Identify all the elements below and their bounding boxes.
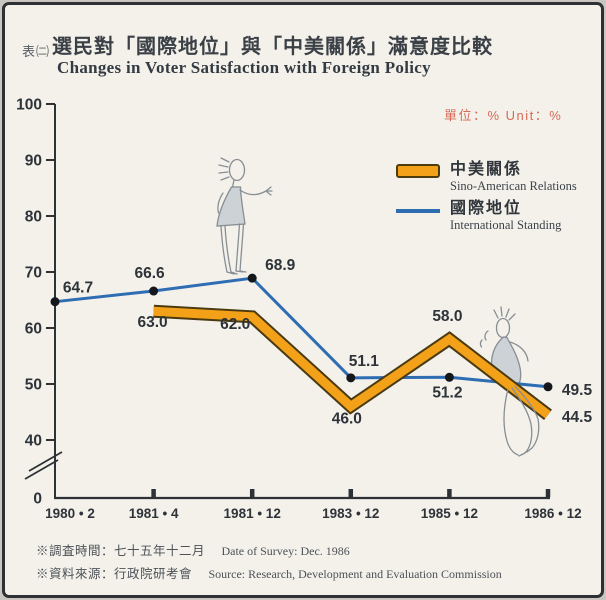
- data-point-dot: [149, 286, 159, 296]
- value-label: 46.0: [332, 410, 362, 427]
- footnote-source: ※資料來源：行政院研考會 Source: Research, Developme…: [36, 563, 502, 583]
- legend-label-en: International Standing: [450, 218, 562, 232]
- value-label: 62.0: [220, 316, 250, 333]
- x-tick-label: 1981 • 12: [224, 506, 281, 521]
- page-subtitle: Changes in Voter Satisfaction with Forei…: [57, 58, 431, 77]
- value-label: 51.1: [349, 353, 380, 370]
- footnotes: ※調査時間：七十五年十二月 Date of Survey: Dec. 1986 …: [36, 540, 502, 586]
- data-point-dot: [346, 373, 356, 383]
- page-title: 選民對「國際地位」與「中美關係」滿意度比較: [52, 36, 493, 58]
- falling-figure-legs-illustration: [503, 385, 540, 457]
- international-standing-line: [54, 276, 549, 389]
- data-point-dot: [50, 297, 60, 307]
- data-point-dot: [247, 273, 257, 283]
- x-tick-label: 1986 • 12: [524, 506, 581, 521]
- data-point-dot: [543, 382, 553, 392]
- y-tick-label: 80: [25, 209, 42, 226]
- climbing-figure-illustration: [216, 157, 273, 275]
- unit-note: 單位：% Unit：%: [444, 108, 563, 123]
- value-label: 58.0: [432, 308, 462, 325]
- y-tick-label: 90: [25, 153, 42, 170]
- value-label: 68.9: [265, 257, 296, 274]
- value-label: 49.5: [562, 382, 593, 399]
- value-label: 66.6: [135, 265, 166, 282]
- legend-item-international: 國際地位 International Standing: [396, 200, 577, 232]
- footnote-en: Source: Research, Development and Evalua…: [208, 567, 502, 581]
- footnote-survey-date: ※調査時間：七十五年十二月 Date of Survey: Dec. 1986: [36, 540, 502, 560]
- footnote-zh: ※調査時間：七十五年十二月: [36, 544, 206, 558]
- y-tick-label: 50: [25, 377, 42, 394]
- axis-break-icon: [28, 451, 63, 472]
- axis-break-icon: [24, 459, 59, 480]
- legend-label-zh: 國際地位: [450, 200, 523, 217]
- sino-american-band: [153, 306, 551, 419]
- x-tick-label: 1985 • 12: [421, 506, 478, 521]
- data-point-dot: [444, 372, 454, 382]
- x-tick-label: 1983 • 12: [322, 506, 379, 521]
- footnote-en: Date of Survey: Dec. 1986: [221, 544, 350, 558]
- orange-band-swatch-icon: [396, 164, 440, 178]
- y-tick-label: 70: [25, 265, 42, 282]
- legend: 中美關係 Sino-American Relations 國際地位 Intern…: [396, 161, 577, 239]
- x-tick-label: 1980 • 2: [45, 506, 95, 521]
- y-tick-label: 100: [16, 97, 42, 114]
- y-tick-label: 0: [33, 491, 42, 508]
- blue-line-swatch-icon: [396, 209, 440, 213]
- value-label: 51.2: [432, 384, 462, 401]
- value-label: 64.7: [63, 280, 93, 297]
- table-number-tag: 表㈡: [22, 44, 51, 59]
- legend-item-sino-american: 中美關係 Sino-American Relations: [396, 161, 577, 193]
- footnote-zh: ※資料來源：行政院研考會: [36, 567, 193, 581]
- x-tick-label: 1981 • 4: [129, 506, 179, 521]
- value-label: 63.0: [138, 314, 168, 331]
- legend-label-zh: 中美關係: [450, 161, 523, 178]
- legend-label-en: Sino-American Relations: [450, 179, 577, 193]
- y-tick-label: 60: [25, 321, 42, 338]
- y-tick-label: 40: [25, 433, 42, 450]
- value-label: 44.5: [562, 409, 593, 426]
